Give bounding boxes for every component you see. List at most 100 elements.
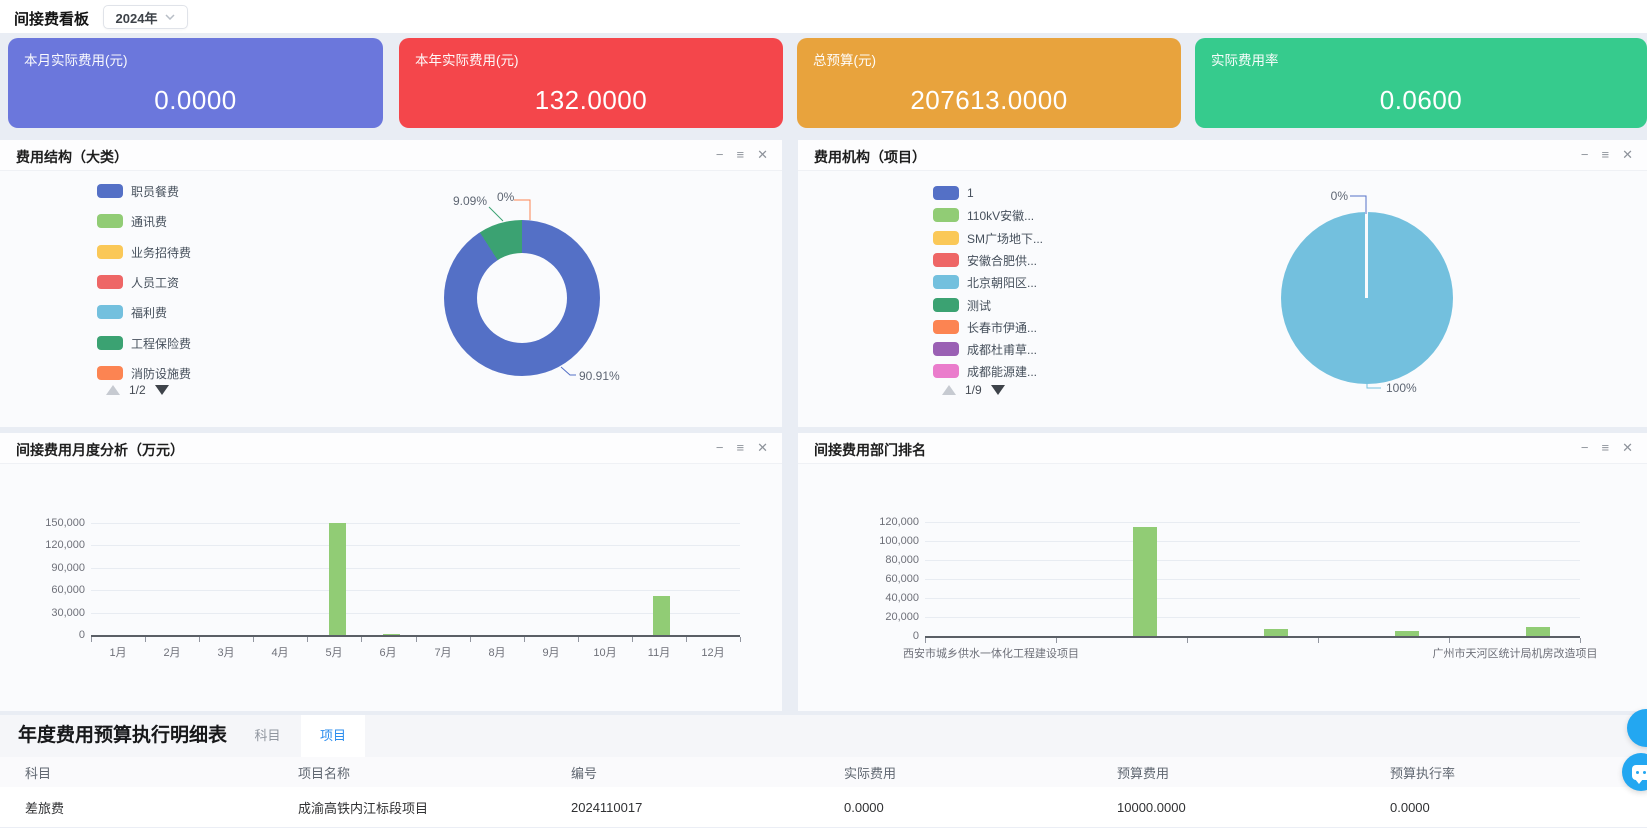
legend-swatch [97,275,123,289]
bar [383,634,400,635]
legend-item[interactable]: 人员工资 [97,275,180,290]
legend-item[interactable]: 成都能源建... [933,364,1037,379]
legend-swatch [97,305,123,319]
table-cell: 2024110017 [571,799,643,815]
panel-title: 间接费用月度分析（万元） [16,442,184,458]
y-axis-label: 40,000 [885,592,919,604]
legend-page-indicator: 1/9 [965,383,982,397]
legend-page-down-icon[interactable] [990,385,1005,395]
legend-label: 福利费 [131,305,168,320]
x-axis-tick [91,637,92,642]
table-cell: 10000.0000 [1117,799,1186,815]
minimize-icon[interactable]: − [715,440,724,455]
legend-item[interactable]: SM广场地下... [933,231,1043,246]
legend-item[interactable]: 消防设施费 [97,366,192,381]
kpi-value: 0.0000 [154,85,237,115]
minimize-icon[interactable]: − [715,147,724,162]
grid-line [91,590,740,591]
grid-line [91,568,740,569]
menu-icon[interactable]: ≡ [736,147,745,162]
x-axis-label: 5月 [325,647,343,659]
legend-item[interactable]: 工程保险费 [97,336,191,351]
legend-item[interactable]: 长春市伊通... [933,320,1037,335]
legend-item[interactable]: 安徽合肥供... [933,253,1037,268]
x-axis-tick [253,637,254,642]
grid-line [925,560,1580,561]
panel-title: 费用机构（项目） [814,149,926,165]
legend-item[interactable]: 通讯费 [97,214,167,229]
legend-swatch [933,298,959,312]
menu-icon[interactable]: ≡ [736,440,745,455]
x-axis-tick [416,637,417,642]
close-icon[interactable]: ✕ [757,440,768,455]
table-cell: 成渝高铁内江标段项目 [298,800,429,816]
legend-item[interactable]: 职员餐费 [97,184,179,199]
kpi-label: 实际费用率 [1211,53,1279,68]
legend-page-down-icon[interactable] [154,385,169,395]
minimize-icon[interactable]: − [1580,440,1589,455]
x-axis-tick [470,637,471,642]
legend-swatch [97,214,123,228]
x-axis-label: 2月 [163,647,181,659]
x-axis-tick [524,637,525,642]
legend-label: 测试 [967,298,992,313]
tab-project[interactable]: 项目 [301,715,365,757]
legend-item[interactable]: 福利费 [97,305,168,320]
panel-department-ranking: 间接费用部门排名 − ≡ ✕ 0 20,000 40,000 60,000 80,000… [798,433,1647,711]
kpi-value: 207613.0000 [910,85,1068,115]
grid-line [91,613,740,614]
x-axis-label: 6月 [379,647,397,659]
close-icon[interactable]: ✕ [757,147,768,162]
grid-line [925,579,1580,580]
column-header: 项目名称 [298,765,351,781]
x-axis-tick [145,637,146,642]
bar [1133,527,1157,636]
legend-swatch [97,336,123,350]
customer-service-chat-button[interactable] [1622,753,1647,791]
table-header-row: 科目 项目名称 编号 实际费用 预算费用 预算执行率 [0,757,1647,788]
legend-label: 人员工资 [131,275,180,290]
legend-page-up-icon[interactable] [106,385,120,395]
panel-title: 费用结构（大类） [16,149,128,165]
x-axis-tick [199,637,200,642]
panel-header: 费用机构（项目） − ≡ ✕ [798,140,1647,171]
legend-swatch [933,342,959,356]
legend-item[interactable]: 110kV安徽... [933,208,1034,223]
x-axis-tick [1580,638,1581,643]
legend-item[interactable]: 业务招待费 [97,245,191,260]
x-axis-label: 广州市天河区统计局机房改造项目 [1432,648,1598,660]
close-icon[interactable]: ✕ [1622,440,1633,455]
x-axis-tick [1449,638,1450,643]
year-select[interactable]: 2024年 [103,5,188,29]
kpi-label: 本月实际费用(元) [24,53,128,68]
y-axis-label: 0 [78,629,85,641]
grid-line [925,598,1580,599]
legend-item[interactable]: 测试 [933,298,992,313]
donut-chart [444,220,600,376]
x-axis-tick [632,637,633,642]
grid-line [91,545,740,546]
x-axis-label: 11月 [647,647,671,659]
legend-item[interactable]: 北京朝阳区... [933,275,1037,290]
menu-icon[interactable]: ≡ [1601,440,1610,455]
y-axis-label: 0 [912,630,919,642]
x-axis [91,635,740,637]
x-axis-tick [361,637,362,642]
bar [1264,629,1288,636]
legend-item[interactable]: 1 [933,186,974,200]
x-axis-tick [307,637,308,642]
kpi-card-0: 本月实际费用(元) 0.0000 [8,38,383,128]
x-axis-tick [578,637,579,642]
legend-swatch [933,208,959,222]
feedback-button[interactable] [1627,709,1647,747]
x-axis-tick [1187,638,1188,643]
legend-page-up-icon[interactable] [942,385,956,395]
minimize-icon[interactable]: − [1580,147,1589,162]
column-header: 预算费用 [1117,765,1170,781]
bar [329,523,346,635]
tab-subject[interactable]: 科目 [254,728,281,743]
legend-label: 消防设施费 [131,366,192,381]
legend-item[interactable]: 成都杜甫草... [933,342,1037,357]
close-icon[interactable]: ✕ [1622,147,1633,162]
menu-icon[interactable]: ≡ [1601,147,1610,162]
